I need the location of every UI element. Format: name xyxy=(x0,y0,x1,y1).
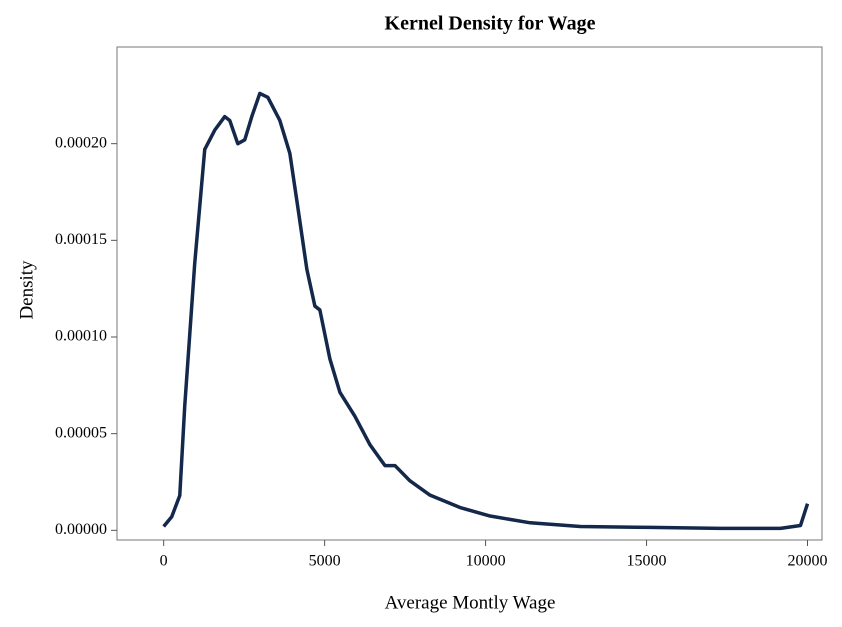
x-axis-label: Average Montly Wage xyxy=(385,592,556,613)
y-tick-label: 0.00010 xyxy=(55,328,107,345)
x-tick-label: 20000 xyxy=(788,553,828,570)
y-axis-label: Density xyxy=(16,260,37,320)
x-tick-label: 10000 xyxy=(466,553,506,570)
y-tick-label: 0.00005 xyxy=(55,424,107,441)
x-tick-label: 5000 xyxy=(309,553,341,570)
y-tick-label: 0.00020 xyxy=(55,134,107,151)
plot-frame xyxy=(116,46,823,541)
density-line xyxy=(162,91,810,531)
y-tick-label: 0.00000 xyxy=(55,521,107,538)
x-tick-label: 15000 xyxy=(627,553,667,570)
y-tick-label: 0.00015 xyxy=(55,231,107,248)
chart-title: Kernel Density for Wage xyxy=(385,13,596,35)
x-tick-label: 0 xyxy=(160,553,168,570)
